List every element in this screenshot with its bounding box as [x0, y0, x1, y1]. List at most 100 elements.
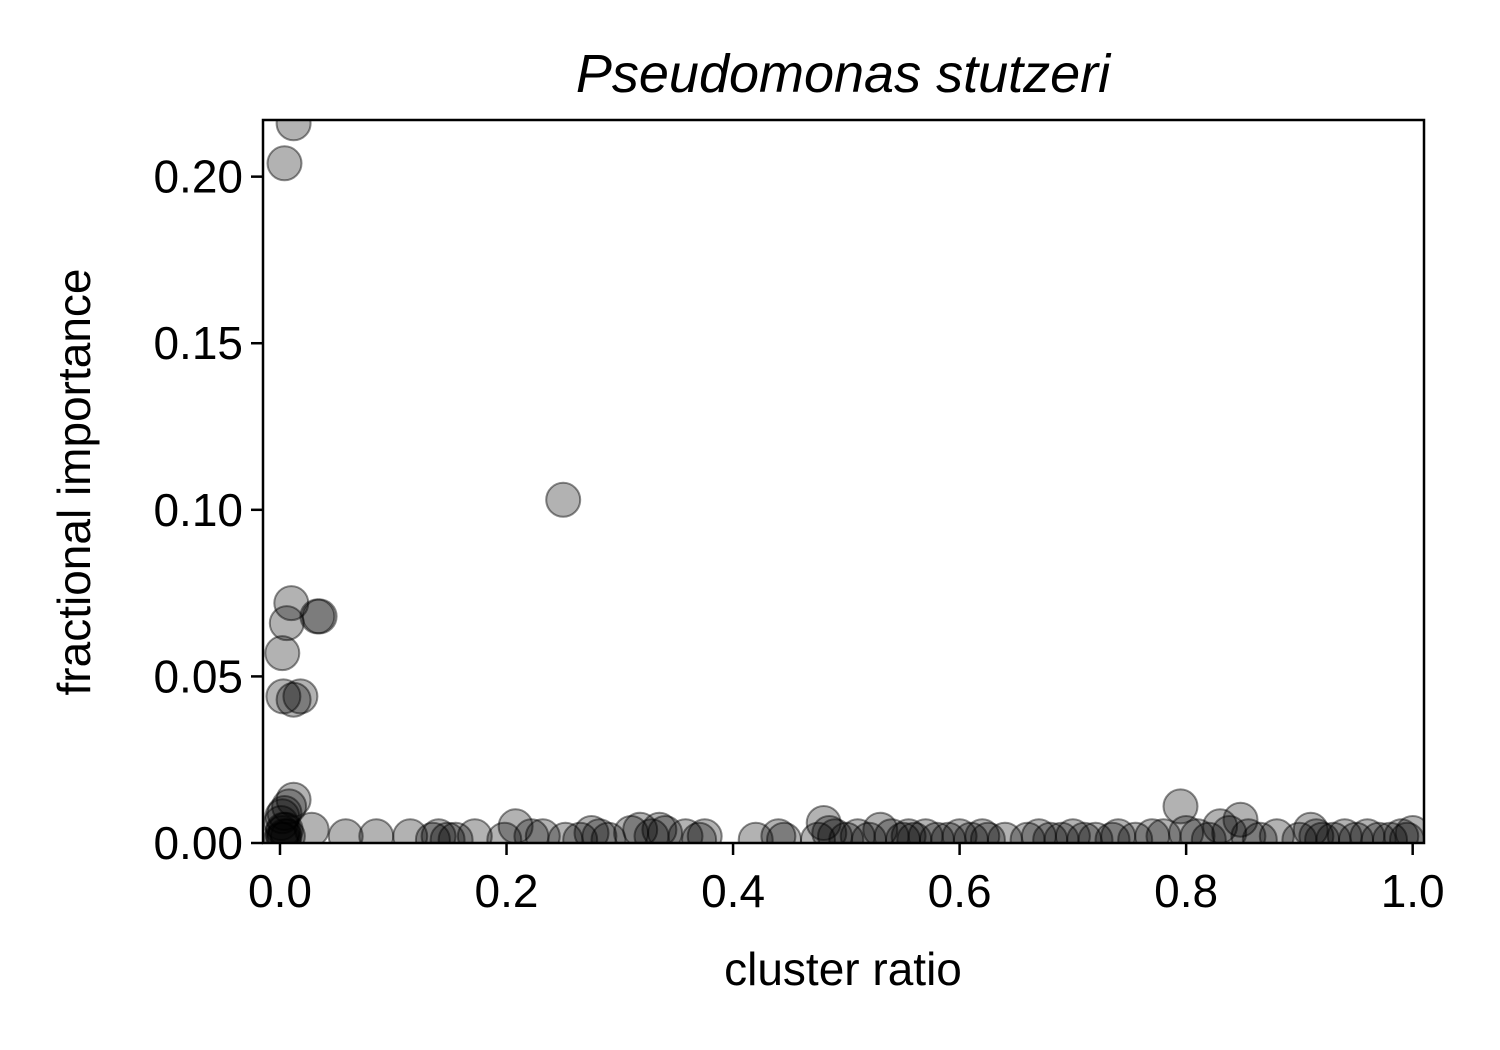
data-point: [581, 818, 618, 843]
data-point: [266, 795, 303, 831]
y-tick-label: 0.00: [153, 817, 243, 869]
data-point: [1211, 815, 1248, 843]
data-point: [885, 821, 921, 843]
data-point: [805, 805, 842, 841]
data-point: [524, 818, 561, 843]
data-point: [264, 635, 301, 672]
data-point: [647, 815, 684, 843]
data-point: [293, 811, 330, 843]
data-point: [800, 821, 836, 843]
x-tick-label: 0.0: [248, 865, 312, 917]
data-point: [486, 821, 523, 843]
data-point: [275, 681, 312, 718]
data-point: [437, 821, 474, 843]
data-point: [1077, 821, 1114, 843]
data-point: [269, 818, 306, 843]
data-point: [1241, 821, 1278, 843]
data-point: [327, 818, 364, 843]
data-point: [358, 818, 395, 843]
points-layer: [263, 120, 1424, 843]
data-point: [392, 818, 429, 843]
data-point: [301, 598, 338, 635]
data-point: [265, 811, 302, 843]
x-axis-label: cluster ratio: [724, 943, 962, 995]
data-point: [1043, 821, 1080, 843]
data-point: [264, 798, 301, 835]
data-point: [1222, 801, 1259, 838]
data-point: [896, 821, 933, 843]
data-point: [828, 821, 865, 843]
data-point: [545, 481, 582, 518]
data-point: [1326, 818, 1363, 843]
data-point: [873, 818, 910, 843]
data-point: [1134, 818, 1171, 843]
data-point: [930, 821, 967, 843]
data-point: [1298, 818, 1335, 843]
x-tick-label: 0.6: [928, 865, 992, 917]
data-point: [851, 821, 887, 843]
data-point: [760, 818, 797, 843]
data-point: [1190, 821, 1227, 843]
chart-title: Pseudomonas stutzeri: [576, 44, 1112, 104]
y-tick-label: 0.15: [153, 317, 243, 369]
data-point: [613, 815, 650, 843]
data-point: [633, 818, 670, 843]
data-point: [817, 818, 853, 843]
data-point: [456, 818, 493, 843]
y-tick-label: 0.05: [153, 650, 243, 702]
data-point: [918, 821, 955, 843]
data-point: [1202, 808, 1239, 843]
data-point: [964, 818, 1001, 843]
data-point: [547, 821, 584, 843]
data-point: [862, 811, 899, 843]
data-point: [268, 605, 305, 642]
data-point: [1281, 821, 1318, 843]
data-point: [1054, 818, 1091, 843]
data-point: [1292, 811, 1329, 843]
x-tick-label: 1.0: [1381, 865, 1445, 917]
data-point: [1094, 821, 1131, 843]
x-tick-label: 0.2: [475, 865, 539, 917]
data-point: [429, 821, 466, 843]
data-point: [265, 821, 302, 843]
data-point: [681, 821, 718, 843]
data-point: [1162, 788, 1199, 825]
data-point: [641, 811, 678, 843]
data-point: [1145, 818, 1182, 843]
data-point: [271, 788, 308, 825]
data-point: [1117, 821, 1154, 843]
data-point: [737, 821, 774, 843]
data-point: [839, 818, 876, 843]
data-point: [1338, 821, 1374, 843]
data-point: [513, 818, 550, 843]
data-point: [1168, 815, 1205, 843]
data-point: [1383, 818, 1420, 843]
data-point: [1100, 818, 1137, 843]
data-point: [941, 818, 978, 843]
data-point: [1258, 818, 1295, 843]
x-tick-label: 0.4: [701, 865, 765, 917]
data-point: [1372, 821, 1408, 843]
data-point: [282, 678, 319, 715]
y-tick-label: 0.20: [153, 151, 243, 203]
ticks-layer: 0.0 0.2 0.4 0.6 0.8 1.0 0.00 0.05 0.10 0.15 0.20: [153, 151, 1444, 917]
plot-frame: [261, 118, 1426, 845]
data-point: [1349, 818, 1386, 843]
data-point: [266, 145, 303, 182]
data-point: [622, 811, 659, 843]
data-point: [1304, 821, 1341, 843]
data-point: [1230, 818, 1267, 843]
data-point: [273, 585, 310, 622]
data-point: [686, 818, 723, 843]
data-point: [969, 821, 1006, 843]
data-point: [414, 821, 451, 843]
data-point: [299, 598, 336, 635]
data-point: [1360, 821, 1397, 843]
data-point: [1394, 815, 1424, 843]
data-point: [275, 120, 312, 142]
data-point: [890, 818, 927, 843]
data-point: [573, 815, 610, 843]
x-tick-label: 0.8: [1154, 865, 1218, 917]
data-point: [1389, 821, 1424, 843]
data-point: [562, 821, 599, 843]
